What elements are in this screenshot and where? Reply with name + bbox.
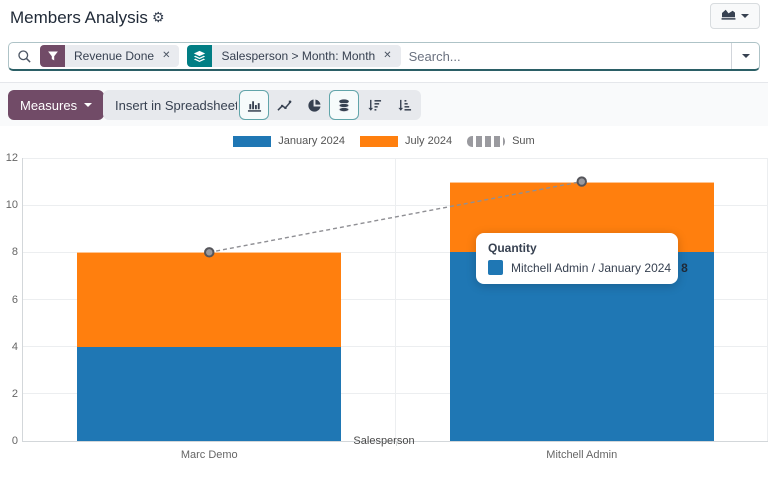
facet-label: Salesperson > Month: Month: [221, 49, 376, 63]
close-icon[interactable]: ✕: [162, 50, 171, 61]
measures-label: Measures: [20, 97, 78, 113]
facet-revenue-done[interactable]: Revenue Done ✕: [40, 45, 180, 67]
legend-label: July 2024: [404, 135, 453, 147]
bar-chart-button[interactable]: [239, 90, 269, 120]
y-tick-label: 6: [11, 293, 18, 306]
y-tick-label: 12: [5, 152, 18, 164]
filter-icon: [40, 45, 65, 67]
y-tick-label: 8: [11, 246, 18, 259]
plot-area: 0 2 4 6 8 10 12 Marc Demo Mitchell Admin: [6, 152, 768, 461]
database-icon: [338, 98, 350, 112]
sum-point-marker[interactable]: [576, 176, 587, 187]
layers-icon: [187, 45, 213, 67]
legend-color-swatch: [233, 135, 272, 147]
legend-item[interactable]: July 2024: [359, 135, 453, 147]
page-title: Members Analysis: [10, 8, 148, 27]
insert-in-spreadsheet-button[interactable]: Insert in Spreadsheet: [103, 90, 251, 120]
pie-chart-button[interactable]: [299, 90, 329, 120]
view-switcher-button[interactable]: [710, 3, 760, 29]
legend-item[interactable]: January 2024: [233, 135, 345, 147]
facet-salesperson-month[interactable]: Salesperson > Month: Month ✕: [187, 45, 401, 67]
gridline: [23, 299, 768, 300]
x-tick-mark: [395, 441, 397, 446]
tooltip-title: Quantity: [488, 241, 537, 255]
chart-tooltip: Quantity Mitchell Admin / January 2024 8: [476, 233, 688, 284]
sort-desc-button[interactable]: [359, 90, 389, 120]
chevron-down-icon: [84, 103, 93, 107]
gridline: [23, 393, 768, 395]
gridline: [23, 251, 768, 253]
header: Members Analysis ⚙: [0, 0, 768, 38]
bar-segment[interactable]: [77, 346, 342, 441]
chevron-down-icon: [741, 14, 749, 18]
chart-region: January 2024 July 2024 Sum 0 2 4 6 8 10 12 Marc D…: [0, 126, 768, 483]
tooltip-series-swatch: [488, 260, 503, 275]
facet-label: Revenue Done: [74, 49, 155, 63]
tooltip-series-label: Mitchell Admin / January 2024: [511, 260, 672, 275]
pie-chart-icon: [307, 99, 320, 112]
tooltip-row: Mitchell Admin / January 2024 8: [488, 260, 688, 275]
area-chart-icon: [721, 7, 736, 25]
legend-color-swatch: [359, 135, 398, 147]
x-axis-title: Salesperson: [353, 435, 415, 447]
insert-label: Insert in Spreadsheet: [115, 97, 239, 113]
bar-chart-icon: [247, 100, 261, 112]
sort-desc-icon: [367, 99, 381, 111]
search-icon: [17, 49, 32, 64]
gridline: [394, 158, 396, 441]
x-tick-label: Marc Demo: [180, 449, 238, 461]
search-bar[interactable]: Revenue Done ✕ Salesperson > Month: Mont…: [8, 42, 760, 71]
line-chart-icon: [276, 100, 292, 111]
x-tick-label: Mitchell Admin: [546, 449, 618, 461]
legend-label: January 2024: [278, 135, 345, 147]
legend-label: Sum: [512, 135, 535, 147]
legend-item[interactable]: Sum: [467, 135, 535, 147]
legend-dashed-swatch: [467, 135, 506, 147]
sum-point-marker[interactable]: [204, 247, 215, 258]
gridline: [23, 157, 768, 159]
line-chart-button[interactable]: [269, 90, 299, 120]
y-tick-label: 10: [5, 199, 18, 212]
search-dropdown-toggle[interactable]: [731, 43, 759, 69]
bar-segment[interactable]: [77, 252, 342, 347]
y-tick-label: 2: [11, 387, 18, 400]
y-tick-label: 0: [11, 435, 18, 447]
chart-legend: January 2024 July 2024 Sum: [0, 135, 768, 147]
sum-line: [204, 176, 587, 258]
gear-icon[interactable]: ⚙: [152, 9, 165, 25]
y-tick-label: 4: [11, 340, 18, 353]
toolbar: Measures Insert in Spreadsheet: [0, 82, 768, 126]
measures-button[interactable]: Measures: [8, 90, 105, 120]
chart-controls-group: [237, 90, 421, 120]
sort-asc-button[interactable]: [389, 90, 419, 120]
stacked-button[interactable]: [329, 90, 359, 120]
sort-asc-icon: [397, 99, 411, 111]
close-icon[interactable]: ✕: [383, 50, 392, 61]
gridline: [23, 204, 768, 206]
chevron-down-icon: [741, 54, 750, 58]
search-input[interactable]: [408, 48, 731, 64]
gridline: [23, 346, 768, 348]
tooltip-value: 8: [681, 260, 688, 275]
